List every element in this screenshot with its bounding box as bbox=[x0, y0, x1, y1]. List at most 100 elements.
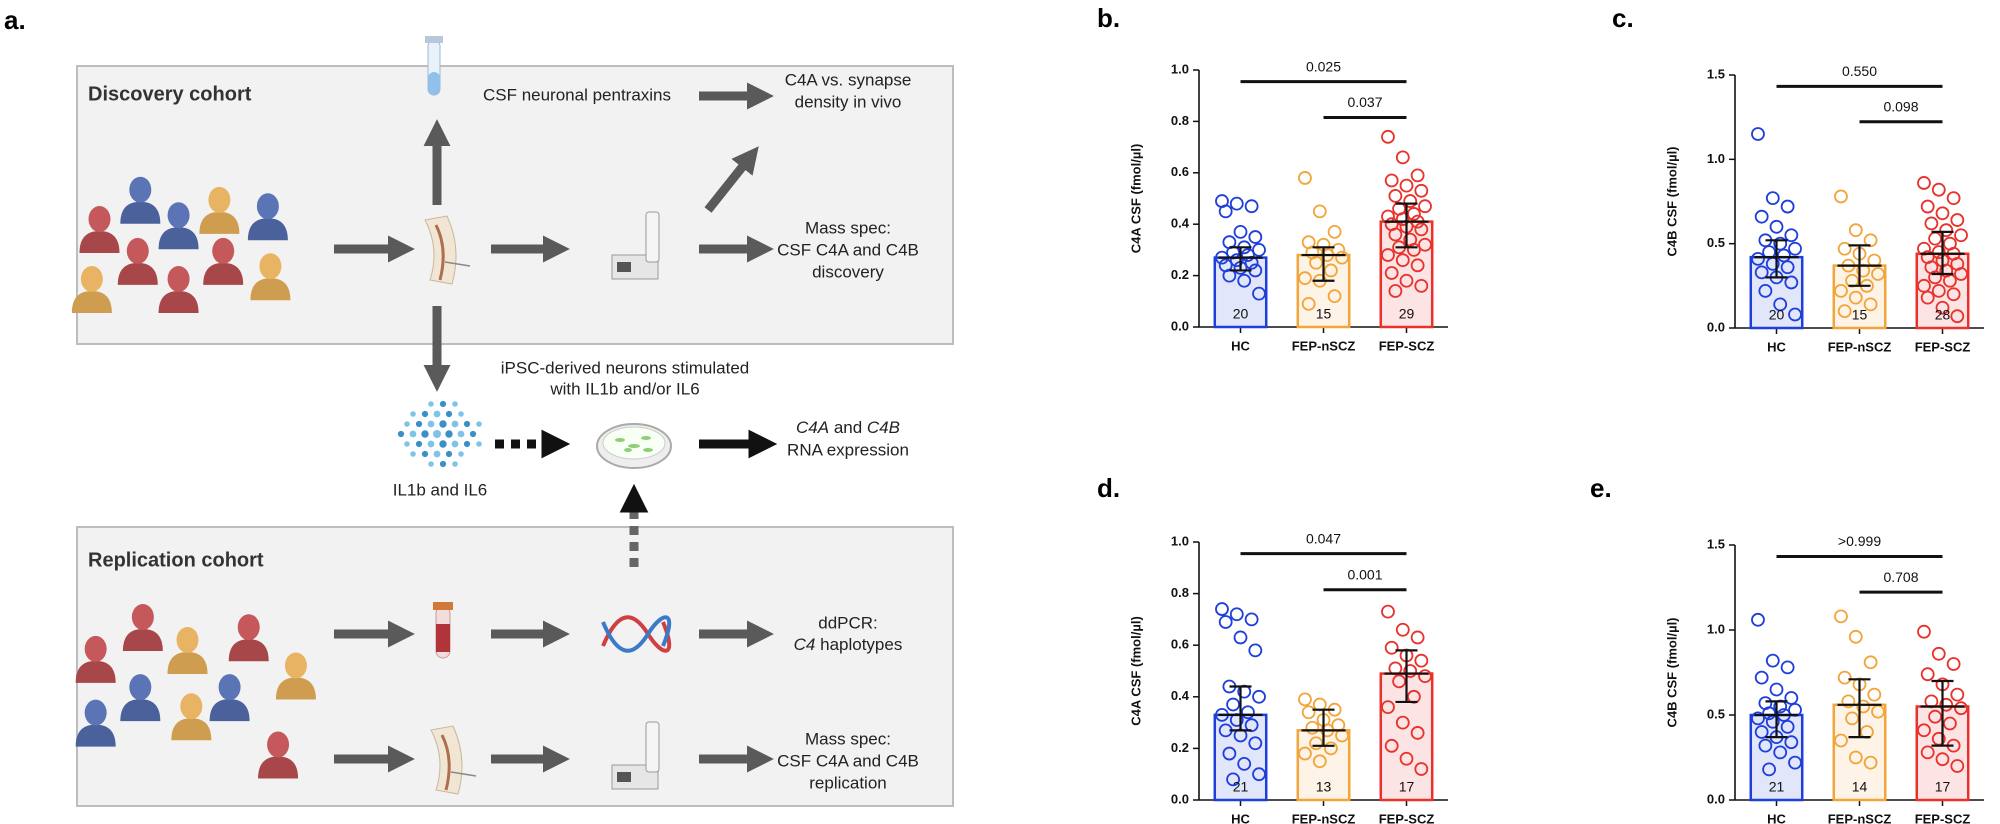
data-point bbox=[1950, 759, 1965, 773]
data-point bbox=[1931, 646, 1946, 661]
data-point bbox=[1863, 297, 1878, 312]
data-point bbox=[1252, 286, 1266, 301]
dot bbox=[410, 411, 416, 417]
person bbox=[203, 262, 244, 285]
label: IL1b and IL6 bbox=[393, 480, 488, 499]
people bbox=[71, 176, 316, 779]
box-title: Replication cohort bbox=[88, 549, 264, 571]
dot bbox=[452, 401, 458, 407]
data-point bbox=[1931, 182, 1946, 197]
label: haplotypes bbox=[815, 635, 902, 654]
dot bbox=[458, 451, 464, 457]
data-point bbox=[1381, 604, 1395, 619]
y-tick-label: 0.0 bbox=[1707, 791, 1725, 806]
data-point bbox=[1834, 189, 1848, 204]
data-point bbox=[1751, 127, 1765, 141]
mass-spec-icon bbox=[611, 721, 660, 790]
data-point bbox=[1769, 219, 1784, 234]
person bbox=[167, 651, 208, 674]
data-point bbox=[1784, 275, 1799, 290]
data-point bbox=[1233, 225, 1248, 239]
data-point bbox=[1410, 168, 1425, 183]
p-value: 0.098 bbox=[1883, 99, 1918, 115]
label: C4 haplotypes bbox=[794, 635, 903, 654]
person bbox=[247, 218, 288, 241]
cytokine-icon bbox=[397, 400, 482, 468]
p-value: 0.001 bbox=[1347, 566, 1382, 582]
data-point bbox=[1324, 741, 1338, 756]
label: Mass spec: bbox=[805, 218, 891, 237]
p-value: 0.037 bbox=[1347, 94, 1382, 110]
petri-icon bbox=[596, 423, 672, 469]
person bbox=[129, 176, 152, 203]
y-tick-label: 1.0 bbox=[1707, 621, 1725, 636]
y-axis-label: C4B CSF (fmol/µl) bbox=[1664, 146, 1679, 256]
dot bbox=[451, 440, 459, 448]
data-point bbox=[1414, 183, 1429, 198]
data-point bbox=[1381, 248, 1395, 262]
data-point bbox=[1241, 705, 1255, 720]
person bbox=[84, 635, 107, 662]
person bbox=[237, 614, 260, 641]
data-point bbox=[1784, 691, 1799, 705]
data-point bbox=[1935, 206, 1950, 221]
data-point bbox=[1392, 674, 1406, 689]
dot bbox=[428, 461, 434, 467]
dot bbox=[433, 430, 441, 438]
person bbox=[129, 674, 152, 701]
y-tick-label: 1.0 bbox=[1707, 151, 1725, 166]
data-point bbox=[1943, 716, 1957, 731]
label: and bbox=[829, 418, 867, 437]
n-label: 13 bbox=[1316, 779, 1332, 795]
label: with IL1b and/or IL6 bbox=[549, 379, 699, 398]
data-point bbox=[1395, 212, 1410, 226]
data-point bbox=[1769, 682, 1784, 697]
data-point bbox=[1784, 735, 1799, 750]
data-point bbox=[1754, 209, 1769, 224]
person bbox=[75, 724, 116, 747]
dot bbox=[445, 450, 453, 458]
n-label: 15 bbox=[1316, 306, 1332, 322]
dot bbox=[427, 420, 435, 428]
data-point bbox=[1845, 711, 1859, 726]
n-label: 29 bbox=[1399, 306, 1415, 322]
dot bbox=[451, 420, 459, 428]
label: RNA expression bbox=[787, 440, 909, 459]
data-point bbox=[1754, 670, 1769, 685]
x-tick-label: HC bbox=[1231, 811, 1250, 824]
data-point bbox=[1920, 745, 1935, 760]
label: C4A and C4B bbox=[796, 418, 900, 437]
person bbox=[180, 693, 203, 720]
data-point bbox=[1863, 233, 1878, 248]
data-point bbox=[1837, 670, 1852, 685]
y-tick-label: 0.5 bbox=[1707, 706, 1725, 721]
data-point bbox=[1917, 176, 1931, 190]
data-point bbox=[1414, 653, 1429, 668]
dot bbox=[433, 450, 441, 458]
data-point bbox=[1414, 222, 1429, 237]
dot bbox=[415, 440, 423, 448]
data-point bbox=[1834, 609, 1848, 624]
blood-tube-icon bbox=[433, 602, 453, 659]
panel-label: d. bbox=[1097, 473, 1120, 503]
data-point bbox=[1410, 630, 1425, 645]
y-tick-label: 0.0 bbox=[1171, 791, 1189, 806]
data-point bbox=[1950, 687, 1965, 702]
y-tick-label: 0.0 bbox=[1171, 318, 1189, 333]
data-point bbox=[1935, 752, 1950, 767]
label: CSF C4A and C4B bbox=[777, 240, 919, 259]
data-point bbox=[1244, 612, 1259, 627]
data-point bbox=[1384, 266, 1399, 280]
p-value: 0.025 bbox=[1306, 58, 1341, 74]
person bbox=[122, 628, 163, 651]
data-point bbox=[1917, 624, 1931, 639]
data-point bbox=[1418, 669, 1432, 684]
person bbox=[209, 699, 250, 722]
data-point bbox=[1863, 755, 1878, 770]
person bbox=[199, 211, 240, 234]
p-value: >0.999 bbox=[1838, 533, 1881, 549]
spine-icon bbox=[430, 725, 477, 795]
y-tick-label: 0.0 bbox=[1707, 319, 1725, 334]
person bbox=[126, 237, 149, 264]
data-point bbox=[1920, 290, 1935, 305]
